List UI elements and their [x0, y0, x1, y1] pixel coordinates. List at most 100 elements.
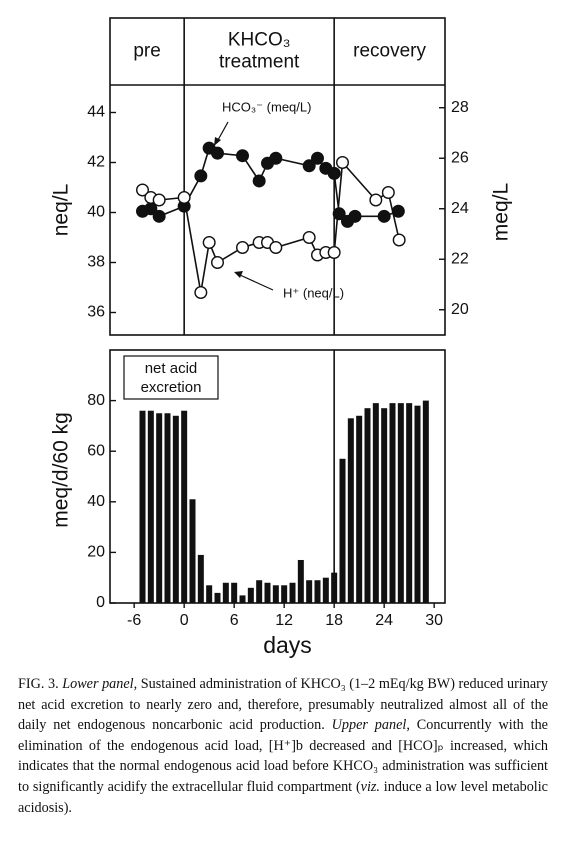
- y2-axis-label: meq/L: [490, 183, 513, 241]
- bar: [256, 580, 263, 603]
- y-axis-label: neq/L: [50, 184, 73, 237]
- open-marker: [202, 235, 216, 249]
- caption-text: , Sustained administration of KHCO₃ (1–2…: [18, 676, 548, 734]
- y2-tick-label: 26: [451, 149, 469, 166]
- x-tick-label: 18: [325, 612, 343, 629]
- y-tick-label: 44: [87, 104, 105, 121]
- bar: [322, 577, 329, 603]
- phase-label: treatment: [219, 52, 300, 73]
- y2-tick-label: 22: [451, 250, 469, 267]
- annotation-box: [123, 355, 219, 400]
- filled-marker: [377, 209, 391, 223]
- y-tick-label: 36: [87, 304, 105, 321]
- bar: [339, 458, 346, 603]
- bar: [156, 413, 163, 603]
- bar: [222, 582, 229, 603]
- bar: [422, 400, 429, 603]
- annotation-text: net acid: [145, 360, 198, 377]
- bar: [239, 595, 246, 603]
- filled-marker: [348, 209, 362, 223]
- caption-italic: Lower panel: [62, 676, 134, 692]
- y-tick-label: 40: [87, 204, 105, 221]
- bar: [372, 403, 379, 603]
- bar: [289, 582, 296, 603]
- open-marker: [381, 185, 395, 199]
- y-tick-label: 38: [87, 254, 105, 271]
- bar: [297, 559, 304, 603]
- arrow-head: [214, 137, 221, 146]
- open-marker: [336, 155, 350, 169]
- caption-text: FIG. 3.: [18, 676, 63, 692]
- phase-label: recovery: [353, 41, 426, 62]
- filled-marker: [302, 159, 316, 173]
- filled-marker: [327, 166, 341, 180]
- y2-tick-label: 24: [451, 200, 469, 217]
- y-tick-label: 0: [96, 594, 105, 611]
- bar: [314, 580, 321, 603]
- bar: [281, 585, 288, 603]
- upper-frame: [109, 17, 446, 336]
- open-marker: [269, 240, 283, 254]
- open-marker: [369, 193, 383, 207]
- filled-marker: [269, 151, 283, 165]
- bar: [231, 582, 238, 603]
- bar: [397, 403, 404, 603]
- caption-text: , Concurrently with the elimination of t…: [18, 717, 548, 795]
- arrow: [217, 121, 229, 141]
- bar: [172, 415, 179, 603]
- bar: [247, 587, 254, 603]
- bar: [197, 554, 204, 603]
- filled-marker: [152, 209, 166, 223]
- y-tick-label: 60: [87, 442, 105, 459]
- filled-marker: [252, 174, 266, 188]
- y2-tick-label: 20: [451, 301, 469, 318]
- phase-label: pre: [133, 41, 160, 62]
- bar: [406, 403, 413, 603]
- bar: [147, 410, 154, 603]
- bar: [331, 572, 338, 603]
- bar: [164, 413, 171, 603]
- x-tick-label: 24: [375, 612, 393, 629]
- bar: [264, 582, 271, 603]
- bar: [364, 408, 371, 603]
- arrow: [239, 274, 274, 291]
- open-marker: [235, 240, 249, 254]
- x-tick-label: 12: [275, 612, 293, 629]
- open-marker: [210, 256, 224, 270]
- bar: [414, 405, 421, 603]
- y2-tick-label: 28: [451, 99, 469, 116]
- series-line: [141, 160, 400, 293]
- x-tick-label: 0: [180, 612, 189, 629]
- arrow-head: [234, 271, 243, 278]
- x-tick-label: 6: [230, 612, 239, 629]
- open-marker: [327, 245, 341, 259]
- filled-marker: [210, 146, 224, 160]
- x-axis-label: days: [263, 632, 312, 658]
- open-marker: [392, 233, 406, 247]
- open-marker: [152, 193, 166, 207]
- open-marker: [177, 190, 191, 204]
- figure-caption: FIG. 3. Lower panel, Sustained administr…: [18, 674, 548, 818]
- open-marker: [302, 230, 316, 244]
- bar: [389, 403, 396, 603]
- caption-text: induce a low level metabolic acidosis).: [18, 778, 548, 816]
- caption-italic: Upper panel: [331, 717, 407, 734]
- bar: [189, 499, 196, 603]
- y-tick-label: 20: [87, 544, 105, 561]
- series-label: H⁺ (neq/L): [283, 285, 344, 300]
- annotation-text: excretion: [141, 379, 202, 396]
- filled-marker: [311, 151, 325, 165]
- y-axis-label: meq/d/60 kg: [50, 412, 73, 528]
- phase-label: KHCO₃: [228, 30, 291, 51]
- bar: [214, 592, 221, 603]
- bar: [206, 585, 213, 603]
- bar: [347, 418, 354, 603]
- caption-italic: viz.: [360, 778, 380, 795]
- x-tick-label: -6: [127, 612, 141, 629]
- y-tick-label: 40: [87, 493, 105, 510]
- bar: [181, 410, 188, 603]
- filled-marker: [332, 207, 346, 221]
- bar: [356, 415, 363, 603]
- bar: [306, 580, 313, 603]
